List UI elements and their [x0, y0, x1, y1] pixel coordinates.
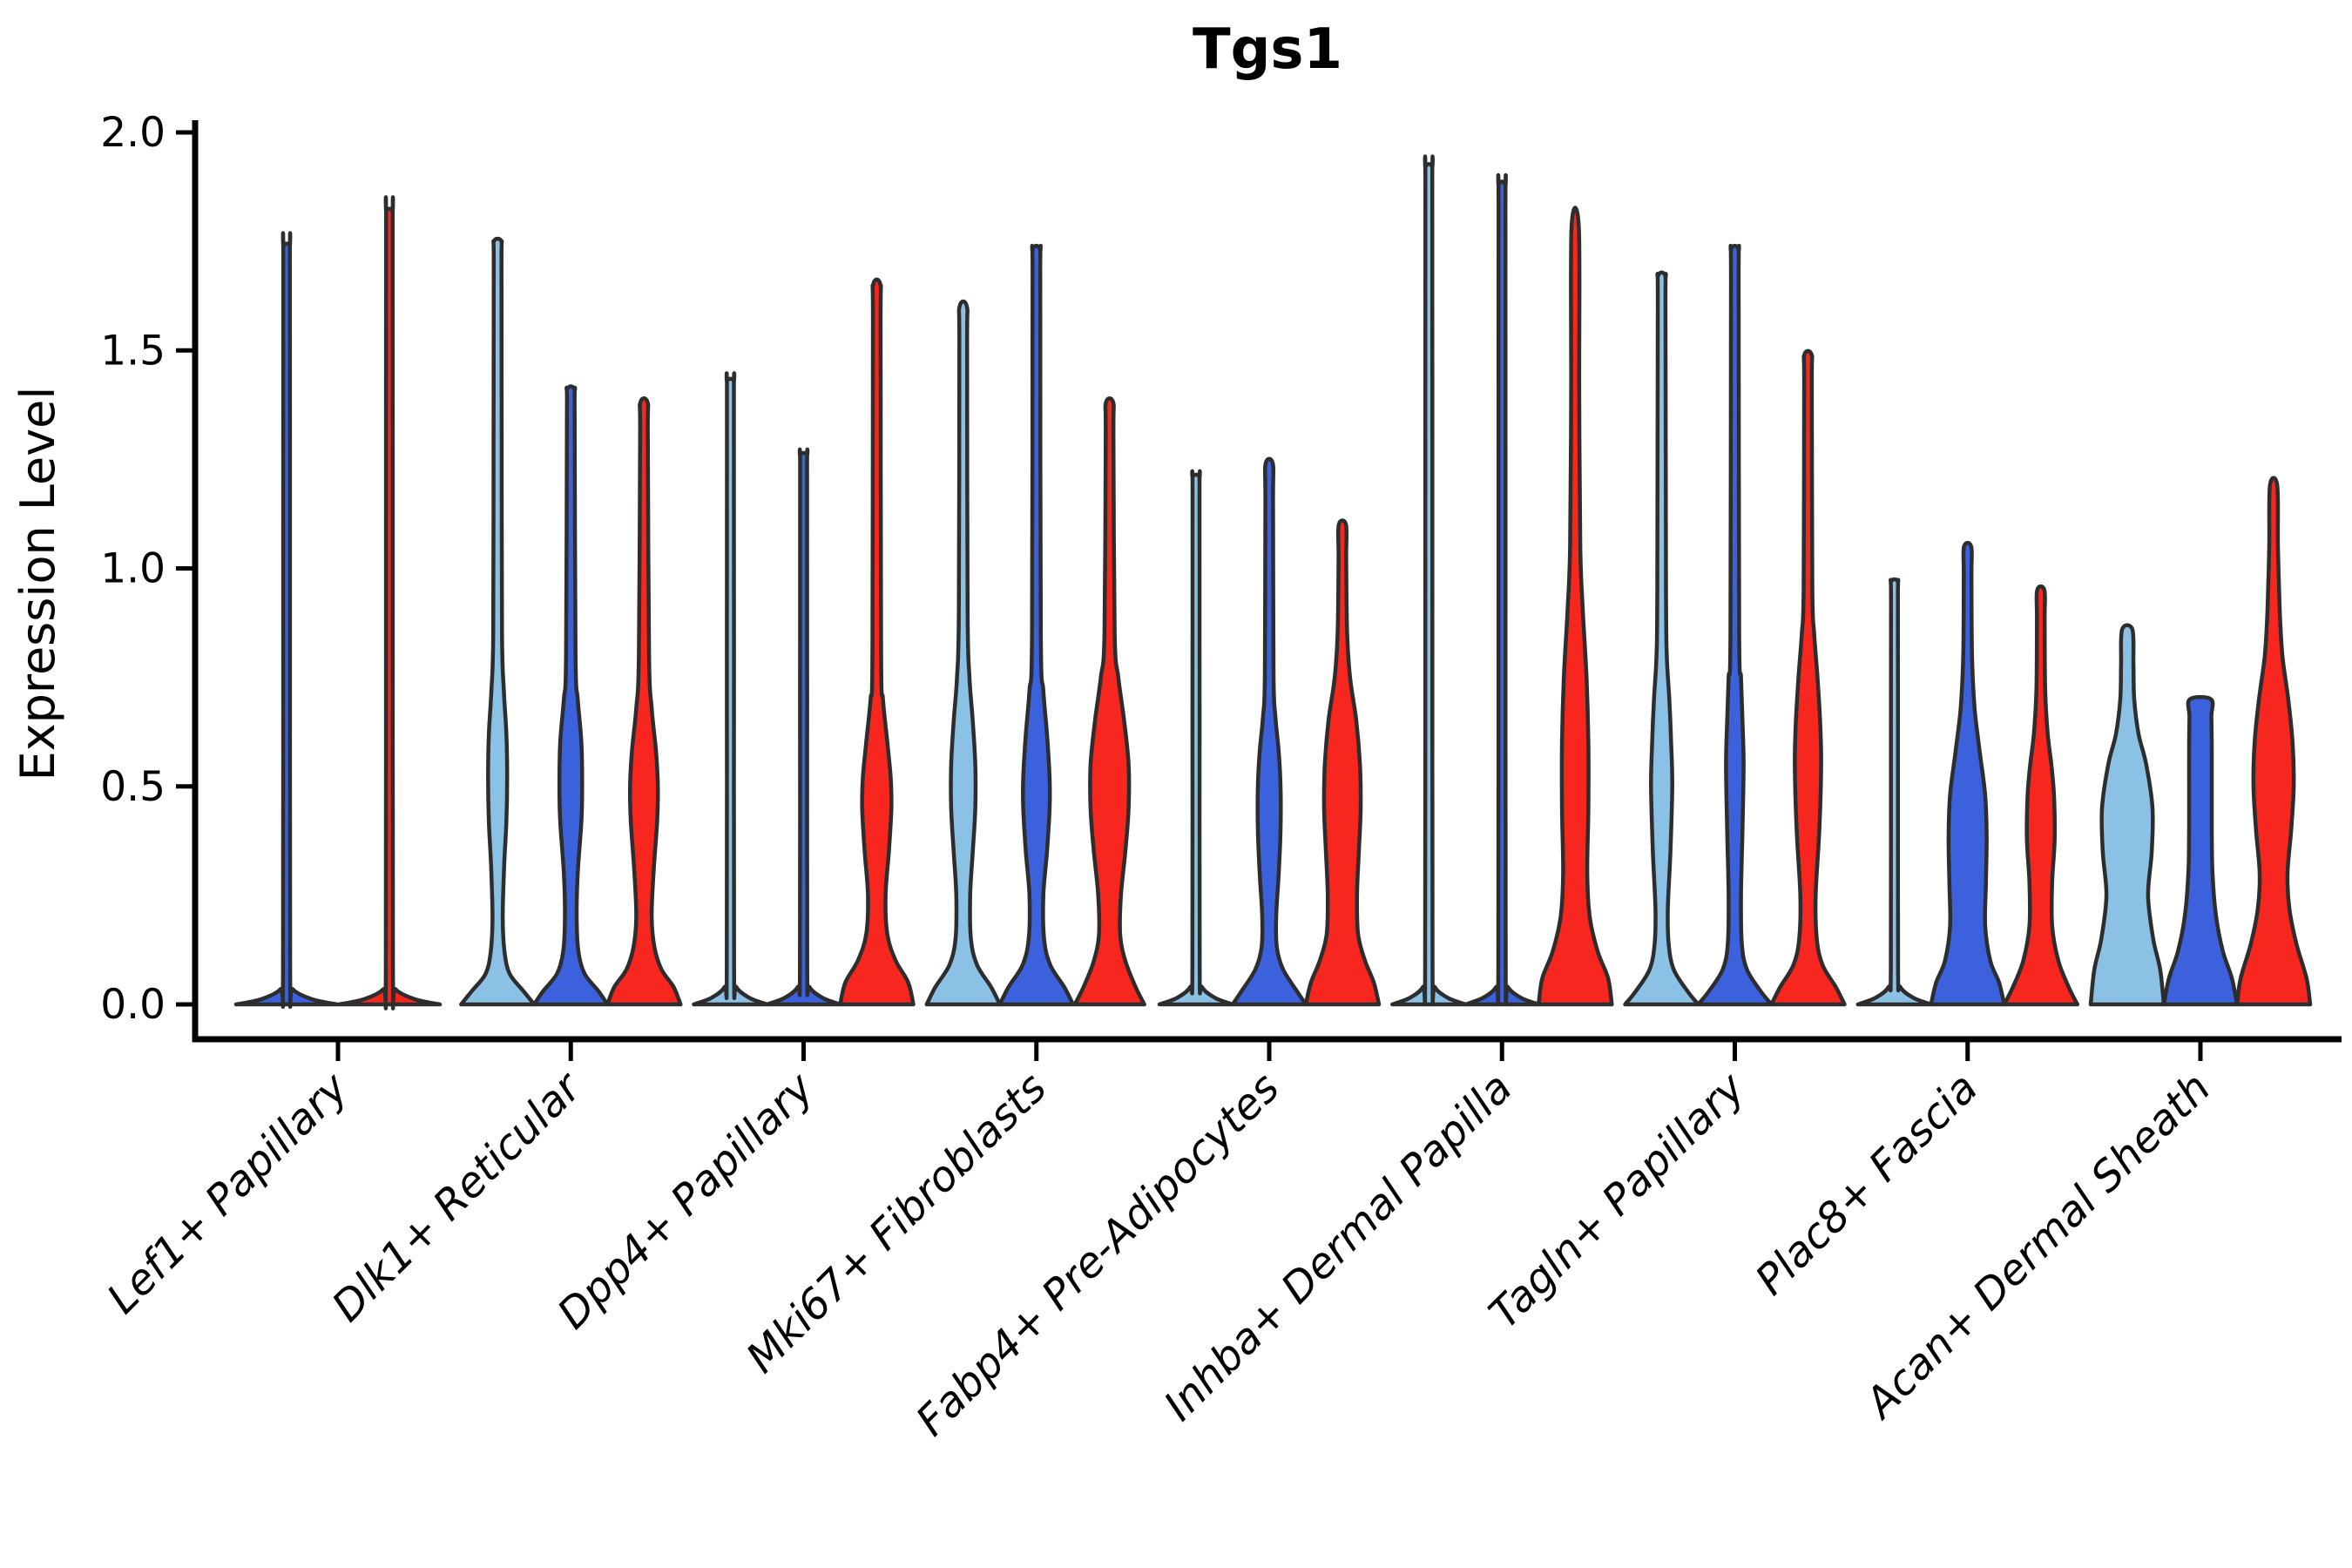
- violin-mki67-red: [1072, 396, 1146, 1007]
- violin-tagln-light_blue: [1623, 270, 1700, 1007]
- violin-tagln-dark_blue: [1696, 243, 1774, 1007]
- violin-acan-light_blue: [2088, 623, 2166, 1007]
- y-tick-label: 1.5: [100, 327, 166, 375]
- violin-mki67-dark_blue: [997, 243, 1076, 1007]
- violin-fabp4-red: [1303, 518, 1382, 1007]
- violin-inhba-light_blue: [1390, 154, 1468, 1007]
- violin-inhba-dark_blue: [1463, 172, 1541, 1007]
- violin-lef1-red: [336, 195, 443, 1010]
- x-tick-label: Lef1+ Papillary: [98, 1063, 358, 1323]
- violin-dpp4-dark_blue: [765, 447, 842, 1007]
- violin-tagln-red: [1769, 348, 1847, 1007]
- violins-layer: [233, 154, 2313, 1010]
- y-tick-label: 1.0: [100, 545, 166, 593]
- violin-plac8-red: [2002, 584, 2080, 1007]
- chart-title: Tgs1: [1193, 17, 1342, 82]
- violin-dpp4-red: [838, 277, 916, 1007]
- y-axis-label: Expression Level: [10, 387, 65, 781]
- violin-acan-red: [2234, 476, 2313, 1007]
- x-tick-label: Plac8+ Fascia: [1747, 1064, 1988, 1305]
- x-tick-label: Dlk1+ Reticular: [323, 1062, 593, 1332]
- violin-dlk1-dark_blue: [532, 384, 610, 1007]
- violin-fabp4-light_blue: [1157, 469, 1235, 1007]
- x-tick-label: Dpp4+ Papillary: [548, 1063, 823, 1338]
- violin-lef1-dark_blue: [233, 231, 340, 1010]
- y-tick-label: 0.0: [100, 981, 166, 1029]
- violin-fabp4-dark_blue: [1230, 456, 1308, 1007]
- violin-inhba-red: [1537, 206, 1614, 1007]
- y-tick-label: 0.5: [100, 763, 166, 811]
- violin-plac8-dark_blue: [1929, 540, 2007, 1007]
- violin-mki67-light_blue: [924, 299, 1003, 1007]
- violin-dlk1-red: [605, 396, 683, 1007]
- violin-plac8-light_blue: [1855, 577, 1934, 1007]
- y-tick-label: 2.0: [100, 109, 166, 157]
- violin-acan-dark_blue: [2161, 694, 2240, 1007]
- x-tick-label: Tagln+ Papillary: [1480, 1063, 1755, 1338]
- violin-dlk1-light_blue: [459, 236, 537, 1007]
- violin-dpp4-light_blue: [692, 371, 769, 1007]
